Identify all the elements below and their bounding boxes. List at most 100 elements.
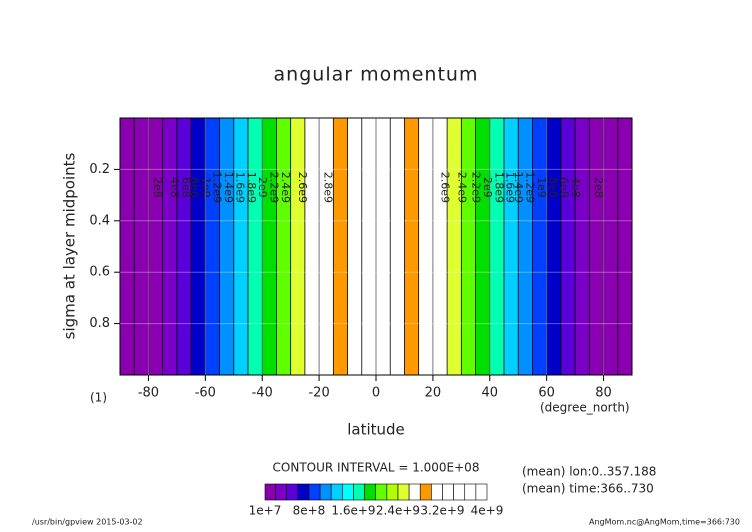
contour-cell <box>191 118 206 375</box>
contour-cell <box>233 118 249 375</box>
contour-cell <box>603 118 619 375</box>
contour-cell <box>575 118 590 375</box>
contour-label: 2.4e9 <box>279 172 292 203</box>
colorbar-box <box>264 483 276 501</box>
contour-cell <box>148 118 164 375</box>
y-axis-label: sigma at layer midpoints <box>61 152 79 339</box>
contour-cell <box>276 118 292 375</box>
contour-cell <box>546 118 562 375</box>
contour-cell <box>461 118 477 375</box>
contour-cell <box>560 118 576 375</box>
contour-label: 1.8e9 <box>245 172 258 203</box>
contour-label: 1.4e9 <box>222 172 235 203</box>
colorbar-box <box>386 483 399 501</box>
colorbar-label: 3.2e+9 <box>420 504 464 518</box>
colorbar-box <box>319 483 332 501</box>
contour-cell <box>319 118 334 375</box>
colorbar-box <box>286 483 299 501</box>
colorbar-box <box>397 483 410 501</box>
colorbar-box <box>375 483 388 501</box>
colorbar-box <box>475 483 488 501</box>
contour-label: 1.6e9 <box>233 172 246 203</box>
colorbar-box <box>297 483 310 501</box>
colorbar-label: 1.6e+9 <box>331 504 375 518</box>
y-tick-label: 0.4 <box>89 213 110 228</box>
contour-label: 2e8 <box>592 177 605 198</box>
contour-label: 6e8 <box>179 177 192 198</box>
contour-cell <box>404 118 420 375</box>
contour-label: 1e9 <box>199 177 212 198</box>
contour-label: 1e9 <box>535 177 548 198</box>
footer-left: /usr/bin/gpview 2015-03-02 <box>32 518 143 527</box>
contour-label: 2.6e9 <box>296 172 309 203</box>
contour-cell <box>376 118 391 375</box>
contour-cell <box>248 118 263 375</box>
x-tick-label: -40 <box>252 386 273 401</box>
contour-cell <box>304 118 320 375</box>
colorbar-box <box>431 483 443 501</box>
contour-label: 2.4e9 <box>455 172 468 203</box>
colorbar-box <box>442 483 454 501</box>
contour-cell <box>333 118 349 375</box>
contour-cell <box>219 118 235 375</box>
note: (mean) time:366..730 <box>522 482 654 496</box>
contour-label: 2.2e9 <box>268 172 281 203</box>
contour-cell <box>418 118 434 375</box>
colorbar-box <box>453 483 466 501</box>
x-tick-label: -60 <box>195 386 216 401</box>
colorbar-box <box>275 483 287 501</box>
note: (mean) lon:0..357.188 <box>522 465 656 479</box>
contour-cell <box>176 118 192 375</box>
colorbar-box <box>308 483 321 501</box>
colorbar-box <box>330 483 343 501</box>
contour-label: 1.6e9 <box>504 172 517 203</box>
contour-cell <box>617 118 633 375</box>
colorbar-box <box>353 483 365 501</box>
x-tick-label: 0 <box>372 386 380 401</box>
contour-label: 2.6e9 <box>438 172 451 203</box>
contour-label: 1.2e9 <box>524 172 537 203</box>
colorbar-label: 2.4e+9 <box>376 504 420 518</box>
colorbar-label: 8e+8 <box>293 504 326 518</box>
x-axis-label: latitude <box>347 421 405 439</box>
x-tick-label: -20 <box>308 386 329 401</box>
y-tick-label: 0.8 <box>89 316 110 331</box>
contour-label: 8e8 <box>188 177 201 198</box>
contour-label: 8e8 <box>546 177 559 198</box>
x-tick-label: 60 <box>538 386 555 401</box>
colorbar-box <box>364 483 377 501</box>
contour-cell <box>532 118 548 375</box>
contour-cell <box>361 118 377 375</box>
y-unit: (1) <box>90 391 107 405</box>
contour-label: 6e8 <box>558 177 571 198</box>
contour-label: 2.2e9 <box>470 172 483 203</box>
x-unit: (degree_north) <box>540 401 630 415</box>
contour-cell <box>390 118 405 375</box>
contour-cell <box>205 118 221 375</box>
contour-cell <box>120 118 135 375</box>
colorbar-label: 1e+7 <box>249 504 282 518</box>
colorbar-box <box>342 483 354 501</box>
contour-label: 4e8 <box>168 177 181 198</box>
y-tick-label: 0.6 <box>89 265 110 280</box>
contour-cell <box>489 118 505 375</box>
contour-cell <box>589 118 605 375</box>
contour-cell <box>347 118 363 375</box>
contour-cell <box>475 118 491 375</box>
contour-cell <box>162 118 178 375</box>
colorbar-box <box>408 483 421 501</box>
contour-label: 2e9 <box>481 177 494 198</box>
contour-cell <box>134 118 149 375</box>
x-tick-label: 20 <box>425 386 442 401</box>
contour-label: 1.8e9 <box>492 172 505 203</box>
colorbar-box <box>464 483 477 501</box>
contour-label: 4e8 <box>569 177 582 198</box>
x-tick-label: 40 <box>482 386 499 401</box>
contour-cell <box>447 118 462 375</box>
y-tick-label: 0.2 <box>89 162 110 177</box>
contour-cell <box>504 118 519 375</box>
x-tick-label: -80 <box>138 386 159 401</box>
colorbar-box <box>419 483 432 501</box>
colorbar-label: 4e+9 <box>471 504 504 518</box>
